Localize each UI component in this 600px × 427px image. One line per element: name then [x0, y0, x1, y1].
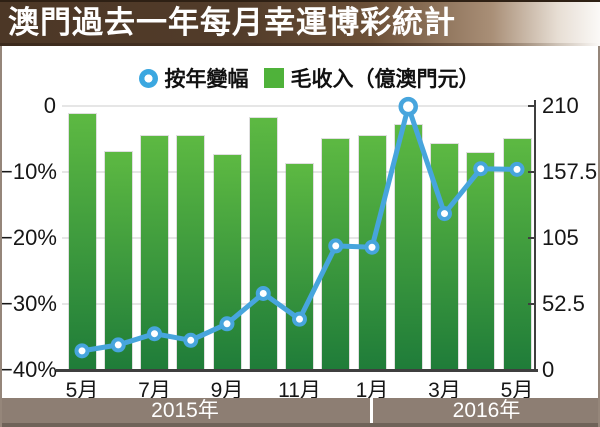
line-point-marker — [509, 161, 525, 177]
page-title: 澳門過去一年每月幸運博彩統計 — [8, 5, 456, 40]
revenue-bar — [394, 125, 422, 370]
right-axis-tick — [528, 303, 534, 305]
right-axis-tick — [528, 237, 534, 239]
line-point-marker — [74, 343, 90, 359]
right-axis-line — [534, 100, 536, 372]
line-point-marker — [147, 326, 162, 342]
x-axis-month-label: 11月 — [278, 379, 321, 402]
left-axis-tick-label: 0 — [43, 93, 56, 118]
right-axis-tick-label: 52.5 — [542, 291, 585, 316]
left-axis-tick-label: −20% — [0, 225, 57, 250]
left-border — [0, 46, 2, 427]
revenue-bar — [467, 152, 495, 370]
year-label-2016: 2016年 — [452, 399, 521, 422]
x-axis-month-label: 9月 — [210, 379, 244, 402]
right-axis-tick-label: 210 — [542, 93, 579, 118]
gridline — [62, 105, 535, 107]
revenue-bar — [322, 138, 350, 370]
line-point-marker — [292, 311, 307, 327]
chart-legend: 按年變幅 毛收入（億澳門元） — [0, 63, 600, 93]
revenue-bar — [68, 114, 96, 370]
legend-item-yoy: 按年變幅 — [138, 63, 249, 93]
right-axis-tick — [528, 105, 534, 107]
bar-series-marker-icon — [263, 68, 284, 88]
year-divider — [370, 398, 373, 423]
revenue-bar — [104, 151, 132, 370]
right-axis-tick — [528, 369, 534, 371]
x-axis-line — [56, 369, 538, 372]
revenue-bar — [213, 155, 241, 370]
line-point-marker — [398, 96, 418, 117]
x-axis-month-label: 3月 — [428, 379, 461, 402]
right-axis-tick — [528, 171, 534, 173]
year-axis-band: 2015年 2016年 — [0, 398, 600, 423]
line-point-marker — [183, 332, 199, 348]
left-axis-tick-label: −30% — [0, 291, 57, 316]
right-axis-tick-label: 0 — [542, 357, 555, 382]
x-axis-month-label: 5月 — [65, 379, 99, 402]
title-bar: 澳門過去一年每月幸運博彩統計 — [0, 0, 600, 46]
line-point-marker — [437, 206, 452, 222]
revenue-bar — [249, 117, 277, 370]
x-axis-month-label: 7月 — [138, 379, 171, 402]
revenue-bar — [503, 138, 531, 370]
year-label-2015: 2015年 — [151, 399, 219, 422]
line-point-marker — [473, 161, 489, 177]
right-axis-tick-label: 157.5 — [542, 159, 598, 184]
yoy-change-line — [74, 96, 525, 359]
line-point-marker — [328, 238, 344, 254]
line-point-marker — [110, 337, 126, 353]
legend-label-revenue: 毛收入（億澳門元） — [290, 68, 480, 91]
left-axis-tick-label: −10% — [0, 159, 57, 184]
revenue-bar — [177, 136, 205, 370]
line-point-marker — [219, 316, 235, 332]
line-point-marker — [255, 285, 271, 301]
right-axis-tick-label: 105 — [542, 225, 579, 250]
right-border — [598, 46, 600, 427]
x-axis-month-label: 5月 — [500, 379, 534, 402]
revenue-bar — [286, 163, 313, 370]
line-series-marker-icon — [138, 68, 158, 88]
legend-label-yoy: 按年變幅 — [164, 68, 249, 91]
x-axis-month-label: 1月 — [355, 379, 389, 402]
left-axis-tick-label: −40% — [0, 357, 57, 382]
legend-item-revenue: 毛收入（億澳門元） — [263, 63, 480, 93]
bottom-border — [0, 423, 600, 427]
line-point-marker — [364, 239, 380, 255]
